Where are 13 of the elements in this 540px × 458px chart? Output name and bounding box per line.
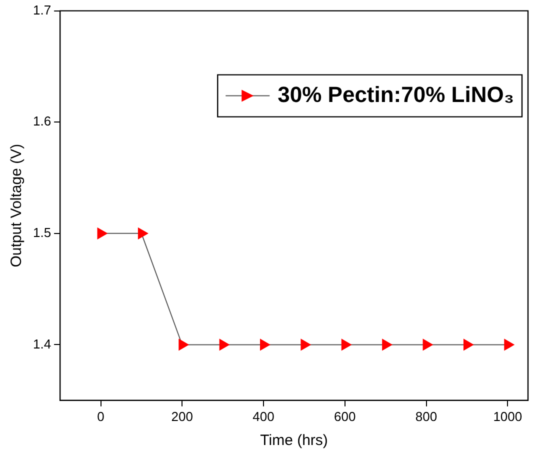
x-tick-label: 1000: [493, 408, 522, 424]
legend-label: 30% Pectin:70% LiNO₃: [278, 82, 514, 107]
x-tick-label: 200: [171, 408, 193, 424]
x-tick-label: 600: [334, 408, 356, 424]
x-tick-label: 400: [252, 408, 274, 424]
x-tick-label: 0: [97, 408, 104, 424]
y-axis-title: Output Voltage (V): [8, 144, 26, 268]
y-tick-label: 1.5: [32, 225, 52, 240]
y-tick-label: 1.4: [32, 336, 52, 352]
y-tick-label: 1.7: [32, 2, 52, 18]
x-tick-label: 800: [415, 408, 438, 424]
y-tick-label: 1.6: [32, 114, 52, 129]
x-axis-title: Time (hrs): [260, 432, 328, 450]
